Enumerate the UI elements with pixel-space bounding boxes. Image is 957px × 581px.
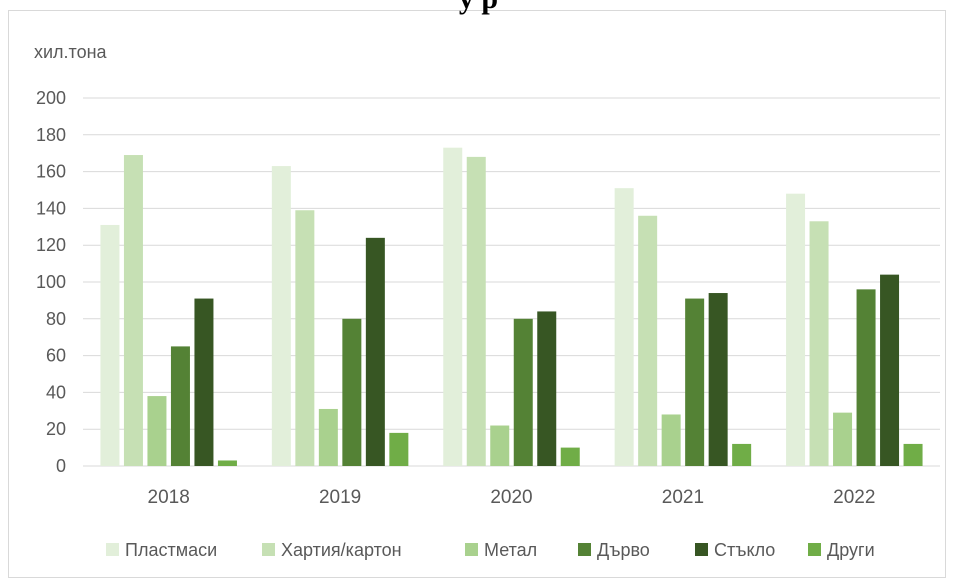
bar-2019-6	[389, 432, 409, 466]
y-tick-label: 140	[36, 198, 66, 218]
legend-swatch	[695, 543, 708, 556]
y-tick-label: 40	[46, 382, 66, 402]
legend-label: Стъкло	[714, 540, 775, 560]
x-axis-ticks: 2018 2019 2020 2021 2022	[148, 487, 876, 508]
bar-2021-2	[638, 215, 658, 466]
y-tick-label: 0	[56, 456, 66, 476]
x-tick-label: 2019	[319, 487, 361, 508]
bar-2019-5	[365, 237, 385, 466]
bar-2020-6	[560, 447, 580, 466]
legend-swatch	[262, 543, 275, 556]
bar-2021-4	[685, 298, 705, 466]
legend-label: Пластмаси	[125, 540, 217, 560]
bar-2020-4	[513, 318, 533, 466]
bar-2018-6	[217, 460, 237, 466]
bar-2022-3	[833, 412, 853, 466]
x-tick-label: 2018	[148, 487, 190, 508]
bar-2019-2	[295, 210, 315, 466]
bar-2018-4	[170, 346, 190, 466]
y-tick-label: 180	[36, 125, 66, 145]
y-tick-label: 60	[46, 346, 66, 366]
bar-2021-5	[708, 293, 728, 466]
bar-2022-5	[880, 274, 900, 466]
bar-2018-2	[123, 155, 143, 467]
bar-2022-1	[786, 193, 806, 466]
bar-2022-4	[856, 289, 876, 466]
bar-2021-1	[614, 188, 634, 466]
x-tick-label: 2020	[490, 487, 532, 508]
bar-2019-1	[271, 166, 291, 466]
y-tick-label: 100	[36, 272, 66, 292]
y-axis-label: хил.тона	[34, 42, 108, 62]
legend-swatch	[578, 543, 591, 556]
bar-2021-6	[732, 443, 752, 466]
legend-swatch	[465, 543, 478, 556]
bar-2021-3	[661, 414, 681, 466]
legend-label: Хартия/картон	[281, 540, 402, 560]
legend-label: Дърво	[597, 540, 650, 560]
bar-2018-1	[100, 224, 120, 466]
bar-2019-4	[342, 318, 362, 466]
legend-swatch	[106, 543, 119, 556]
bars	[100, 147, 923, 467]
chart-title-strip: у р	[0, 0, 957, 22]
legend-label: Метал	[484, 540, 537, 560]
bar-2022-2	[809, 221, 829, 466]
y-tick-label: 160	[36, 162, 66, 182]
y-tick-label: 20	[46, 419, 66, 439]
bar-2019-3	[318, 408, 338, 466]
chart-title: у р	[0, 0, 957, 16]
bar-2020-3	[490, 425, 510, 466]
legend-label: Други	[827, 540, 875, 560]
y-tick-label: 120	[36, 235, 66, 255]
bar-2018-5	[194, 298, 214, 466]
x-tick-label: 2022	[833, 487, 875, 508]
x-tick-label: 2021	[662, 487, 704, 508]
bar-2022-6	[903, 443, 923, 466]
y-axis-ticks: 0 20 40 60 80 100 120 140 160 180 200	[36, 88, 66, 476]
bar-2020-2	[466, 156, 486, 466]
legend-swatch	[808, 543, 821, 556]
bar-2018-3	[147, 396, 167, 466]
bar-2020-5	[537, 311, 557, 466]
y-tick-label: 200	[36, 88, 66, 108]
bar-2020-1	[443, 147, 463, 466]
y-tick-label: 80	[46, 309, 66, 329]
legend: Пластмаси Хартия/картон Метал Дърво Стъкло Др…	[106, 540, 875, 560]
